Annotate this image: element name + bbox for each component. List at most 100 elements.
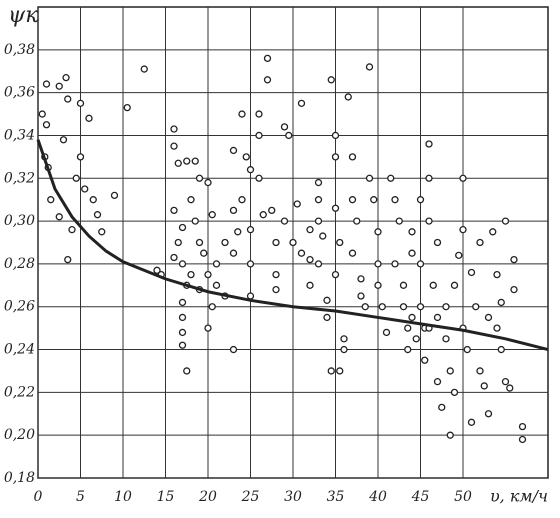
data-point — [442, 335, 450, 343]
data-point — [293, 200, 301, 208]
data-point — [62, 74, 70, 82]
data-point — [280, 217, 289, 225]
y-tick-label: 0,38 — [4, 42, 35, 58]
data-point — [391, 260, 399, 268]
data-point — [259, 211, 267, 219]
data-point — [348, 249, 357, 257]
data-point — [55, 82, 63, 90]
data-point — [195, 174, 204, 182]
data-point — [336, 238, 344, 247]
data-point — [446, 431, 454, 439]
data-point — [501, 378, 510, 386]
data-point — [297, 249, 306, 257]
data-point — [204, 324, 212, 332]
data-point — [306, 255, 314, 264]
data-point — [246, 260, 255, 268]
data-point — [98, 228, 106, 236]
data-point — [272, 270, 280, 279]
data-point — [374, 228, 382, 236]
data-point — [387, 174, 395, 182]
data-point — [353, 217, 361, 225]
data-point — [391, 196, 399, 204]
data-point — [234, 228, 242, 236]
data-point — [433, 313, 442, 322]
data-point — [442, 303, 450, 311]
data-point — [170, 206, 178, 215]
y-axis-label: ψк — [8, 3, 39, 28]
data-point — [518, 422, 527, 431]
data-point — [314, 196, 323, 204]
data-point — [357, 275, 365, 283]
data-point — [459, 226, 467, 234]
data-point — [459, 174, 467, 182]
data-point — [314, 260, 323, 268]
data-point — [476, 367, 484, 375]
y-tick-label: 0,26 — [4, 299, 35, 315]
data-point — [314, 217, 323, 225]
data-point — [370, 196, 378, 204]
data-point — [289, 238, 297, 247]
data-point — [421, 356, 429, 364]
x-tick-label: 45 — [411, 489, 430, 505]
data-point — [476, 238, 484, 247]
data-point — [212, 260, 221, 268]
data-point — [170, 125, 178, 133]
data-point — [178, 298, 187, 307]
data-point — [187, 196, 195, 204]
y-tick-label: 0,20 — [4, 427, 35, 443]
data-point — [433, 378, 442, 386]
data-point — [76, 153, 85, 161]
data-point — [484, 313, 493, 322]
data-point — [425, 174, 433, 182]
x-axis-label: υ, км/ч — [490, 487, 548, 506]
data-point — [416, 303, 425, 311]
data-point — [510, 285, 518, 294]
data-point — [438, 403, 446, 412]
data-point — [200, 249, 208, 257]
data-point — [493, 324, 501, 332]
data-point — [433, 238, 442, 247]
data-point — [497, 345, 505, 354]
data-point — [425, 217, 433, 225]
data-point — [348, 153, 357, 161]
data-point — [272, 238, 280, 247]
data-point — [374, 281, 382, 289]
data-point — [238, 110, 246, 118]
data-point — [170, 253, 178, 262]
data-point — [395, 217, 403, 225]
data-point — [472, 303, 480, 311]
y-tick-label: 0,30 — [4, 213, 35, 229]
data-point — [123, 103, 131, 112]
data-point — [408, 249, 416, 257]
data-point — [255, 110, 263, 118]
y-tick-label: 0,28 — [4, 256, 35, 272]
data-point — [331, 270, 340, 279]
data-point — [255, 131, 263, 140]
data-point — [501, 217, 510, 225]
data-point — [450, 281, 459, 289]
data-point — [68, 226, 76, 234]
data-point — [497, 298, 505, 307]
data-point — [191, 217, 199, 225]
data-point — [42, 121, 51, 129]
data-point — [178, 223, 187, 232]
data-point — [331, 204, 340, 212]
data-point — [331, 153, 340, 161]
data-point — [408, 228, 416, 236]
data-point — [412, 335, 420, 343]
data-point — [450, 388, 459, 397]
data-point — [336, 367, 344, 375]
x-tick-label: 5 — [76, 489, 85, 505]
data-point — [76, 99, 85, 107]
data-point — [204, 178, 212, 187]
data-point — [374, 260, 382, 268]
data-point — [314, 178, 323, 187]
data-point — [42, 80, 51, 88]
data-point — [319, 232, 327, 240]
data-point — [416, 196, 425, 204]
data-point — [64, 95, 72, 103]
data-point — [404, 324, 412, 332]
data-point — [344, 93, 352, 101]
data-point — [221, 238, 229, 247]
